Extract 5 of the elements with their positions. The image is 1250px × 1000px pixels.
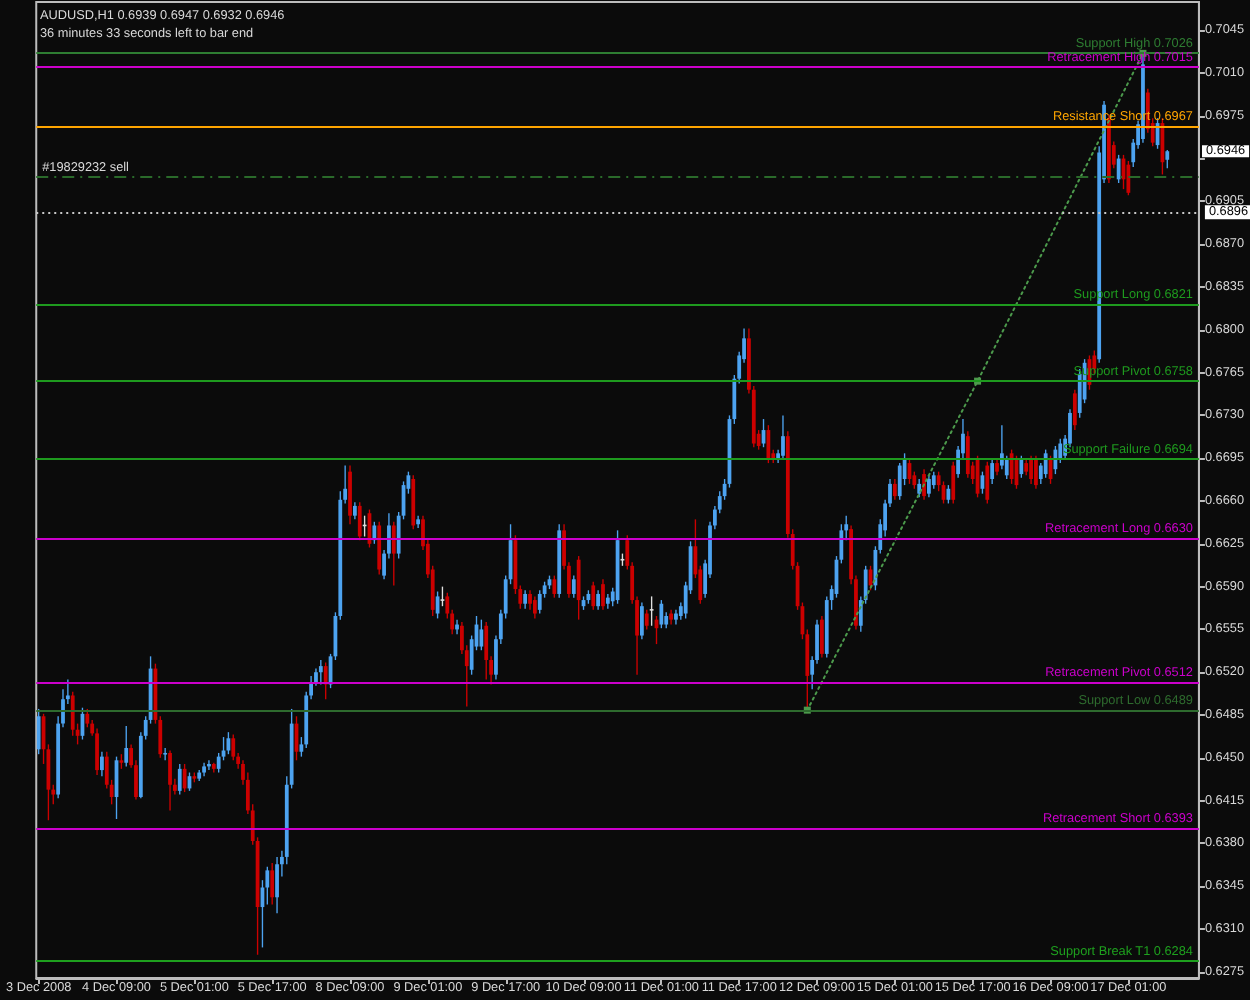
candlestick [669,609,673,625]
candlestick [605,593,610,609]
candlestick [674,609,678,625]
candlestick [163,748,168,761]
candlestick [318,660,323,685]
